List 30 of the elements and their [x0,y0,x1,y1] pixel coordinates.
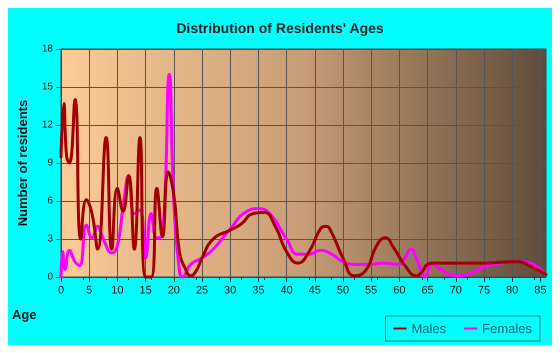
x-tick-label: 45 [308,284,321,296]
x-tick-label: 35 [252,284,265,296]
y-tick-label: 18 [42,44,54,54]
y-tick-label: 3 [47,234,54,244]
x-tick-label: 40 [280,284,293,296]
x-tick-label: 50 [336,284,350,296]
y-axis-title: Number of residents [15,100,30,226]
x-tick-label: 60 [393,284,406,296]
x-tick-label: 20 [168,284,180,296]
x-tick-label: 65 [421,284,434,296]
y-tick-label: 15 [42,82,54,92]
x-tick-label: 80 [506,284,518,296]
y-tick-label: 6 [47,196,54,206]
x-tick-label: 70 [450,284,462,296]
x-tick-label: 85 [534,284,546,296]
y-tick-label: 12 [42,120,54,130]
x-tick-label: 5 [86,284,92,296]
x-tick-label: 30 [224,284,236,296]
x-tick-label: 75 [478,284,490,296]
x-tick-label: 10 [111,284,124,296]
legend-label: Females [482,321,532,336]
x-tick-label: 0 [58,284,64,296]
x-tick-label: 15 [139,284,152,296]
x-tick-label: 25 [196,284,208,296]
chart-title: Distribution of Residents' Ages [176,20,384,36]
x-tick-label: 55 [365,284,378,296]
y-tick-label: 0 [47,272,54,282]
x-axis-title: Age [12,307,37,322]
legend-label: Males [411,321,447,336]
y-tick-label: 9 [47,158,54,168]
